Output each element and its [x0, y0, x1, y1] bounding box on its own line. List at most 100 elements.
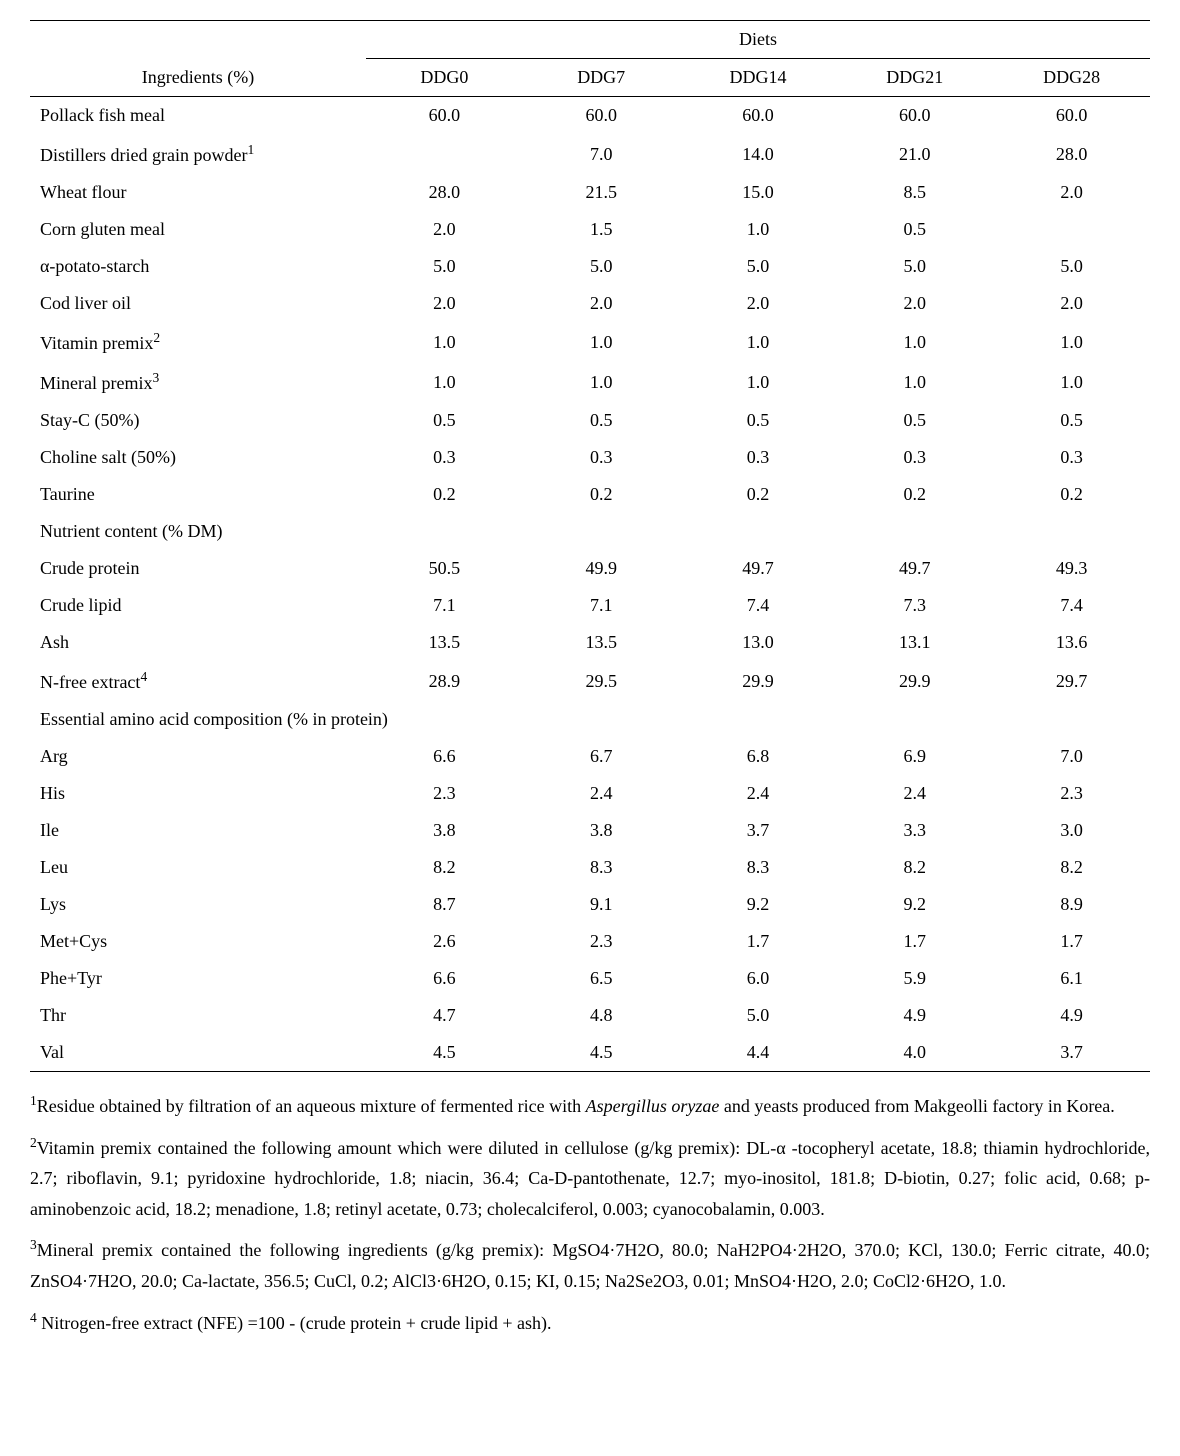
cell: 2.4 — [680, 775, 837, 812]
cell: 13.5 — [366, 624, 523, 661]
row-label: Distillers dried grain powder1 — [30, 134, 366, 174]
cell: 7.1 — [523, 587, 680, 624]
row-label: Ash — [30, 624, 366, 661]
cell: 0.5 — [680, 402, 837, 439]
cell: 0.5 — [993, 402, 1150, 439]
cell: 8.2 — [993, 849, 1150, 886]
cell: 2.4 — [836, 775, 993, 812]
cell: 7.4 — [993, 587, 1150, 624]
cell: 5.0 — [680, 997, 837, 1034]
cell: 6.0 — [680, 960, 837, 997]
cell: 0.5 — [366, 402, 523, 439]
cell: 3.3 — [836, 812, 993, 849]
diets-table: Ingredients (%) Diets DDG0DDG7DDG14DDG21… — [30, 20, 1150, 1072]
cell: 2.3 — [993, 775, 1150, 812]
cell: 0.3 — [523, 439, 680, 476]
cell: 2.3 — [523, 923, 680, 960]
cell: 6.8 — [680, 738, 837, 775]
cell: 1.0 — [836, 362, 993, 402]
cell: 3.0 — [993, 812, 1150, 849]
row-label: Stay-C (50%) — [30, 402, 366, 439]
footnote-3: 3Mineral premix contained the following … — [30, 1234, 1150, 1296]
cell: 1.0 — [993, 362, 1150, 402]
cell: 2.6 — [366, 923, 523, 960]
cell: 1.0 — [366, 362, 523, 402]
cell: 2.3 — [366, 775, 523, 812]
cell: 21.5 — [523, 174, 680, 211]
cell: 6.6 — [366, 960, 523, 997]
cell: 21.0 — [836, 134, 993, 174]
row-label: Pollack fish meal — [30, 97, 366, 135]
footnote-1: 1Residue obtained by filtration of an aq… — [30, 1090, 1150, 1122]
cell: 2.4 — [523, 775, 680, 812]
cell: 2.0 — [993, 285, 1150, 322]
cell: 2.0 — [523, 285, 680, 322]
cell — [993, 211, 1150, 248]
cell: 6.9 — [836, 738, 993, 775]
row-label: α-potato-starch — [30, 248, 366, 285]
cell: 60.0 — [836, 97, 993, 135]
cell: 7.0 — [523, 134, 680, 174]
cell: 3.8 — [366, 812, 523, 849]
diets-group-header: Diets — [366, 21, 1150, 59]
cell: 0.2 — [680, 476, 837, 513]
row-label: Crude lipid — [30, 587, 366, 624]
cell: 8.3 — [680, 849, 837, 886]
row-label: His — [30, 775, 366, 812]
cell: 0.2 — [366, 476, 523, 513]
cell: 2.0 — [993, 174, 1150, 211]
cell: 1.0 — [680, 211, 837, 248]
cell: 5.0 — [523, 248, 680, 285]
cell: 1.7 — [680, 923, 837, 960]
cell: 3.7 — [680, 812, 837, 849]
cell: 60.0 — [680, 97, 837, 135]
cell: 49.7 — [836, 550, 993, 587]
row-label: Taurine — [30, 476, 366, 513]
cell: 1.5 — [523, 211, 680, 248]
cell: 3.8 — [523, 812, 680, 849]
cell: 1.7 — [993, 923, 1150, 960]
row-label: N-free extract4 — [30, 661, 366, 701]
cell: 6.6 — [366, 738, 523, 775]
cell: 7.4 — [680, 587, 837, 624]
cell: 7.0 — [993, 738, 1150, 775]
cell: 0.3 — [680, 439, 837, 476]
diet-column-2: DDG14 — [680, 59, 837, 97]
cell: 0.2 — [523, 476, 680, 513]
cell: 6.5 — [523, 960, 680, 997]
cell: 1.7 — [836, 923, 993, 960]
cell: 13.6 — [993, 624, 1150, 661]
cell: 1.0 — [993, 322, 1150, 362]
row-label: Cod liver oil — [30, 285, 366, 322]
cell: 8.2 — [836, 849, 993, 886]
cell: 1.0 — [836, 322, 993, 362]
cell: 49.9 — [523, 550, 680, 587]
cell: 29.5 — [523, 661, 680, 701]
cell: 8.3 — [523, 849, 680, 886]
cell: 9.1 — [523, 886, 680, 923]
cell: 28.0 — [993, 134, 1150, 174]
cell: 29.9 — [836, 661, 993, 701]
cell: 15.0 — [680, 174, 837, 211]
diet-column-4: DDG28 — [993, 59, 1150, 97]
cell: 4.7 — [366, 997, 523, 1034]
row-label: Wheat flour — [30, 174, 366, 211]
cell: 5.0 — [993, 248, 1150, 285]
row-label: Lys — [30, 886, 366, 923]
cell: 1.0 — [680, 322, 837, 362]
row-label: Ile — [30, 812, 366, 849]
cell: 8.9 — [993, 886, 1150, 923]
cell: 7.1 — [366, 587, 523, 624]
diet-column-3: DDG21 — [836, 59, 993, 97]
cell: 60.0 — [523, 97, 680, 135]
eaa-section-header: Essential amino acid composition (% in p… — [30, 701, 1150, 738]
cell: 60.0 — [993, 97, 1150, 135]
cell: 0.5 — [523, 402, 680, 439]
cell: 4.9 — [836, 997, 993, 1034]
cell: 2.0 — [680, 285, 837, 322]
cell — [366, 134, 523, 174]
footnotes: 1Residue obtained by filtration of an aq… — [30, 1090, 1150, 1338]
cell: 9.2 — [680, 886, 837, 923]
row-label: Leu — [30, 849, 366, 886]
cell: 0.5 — [836, 211, 993, 248]
